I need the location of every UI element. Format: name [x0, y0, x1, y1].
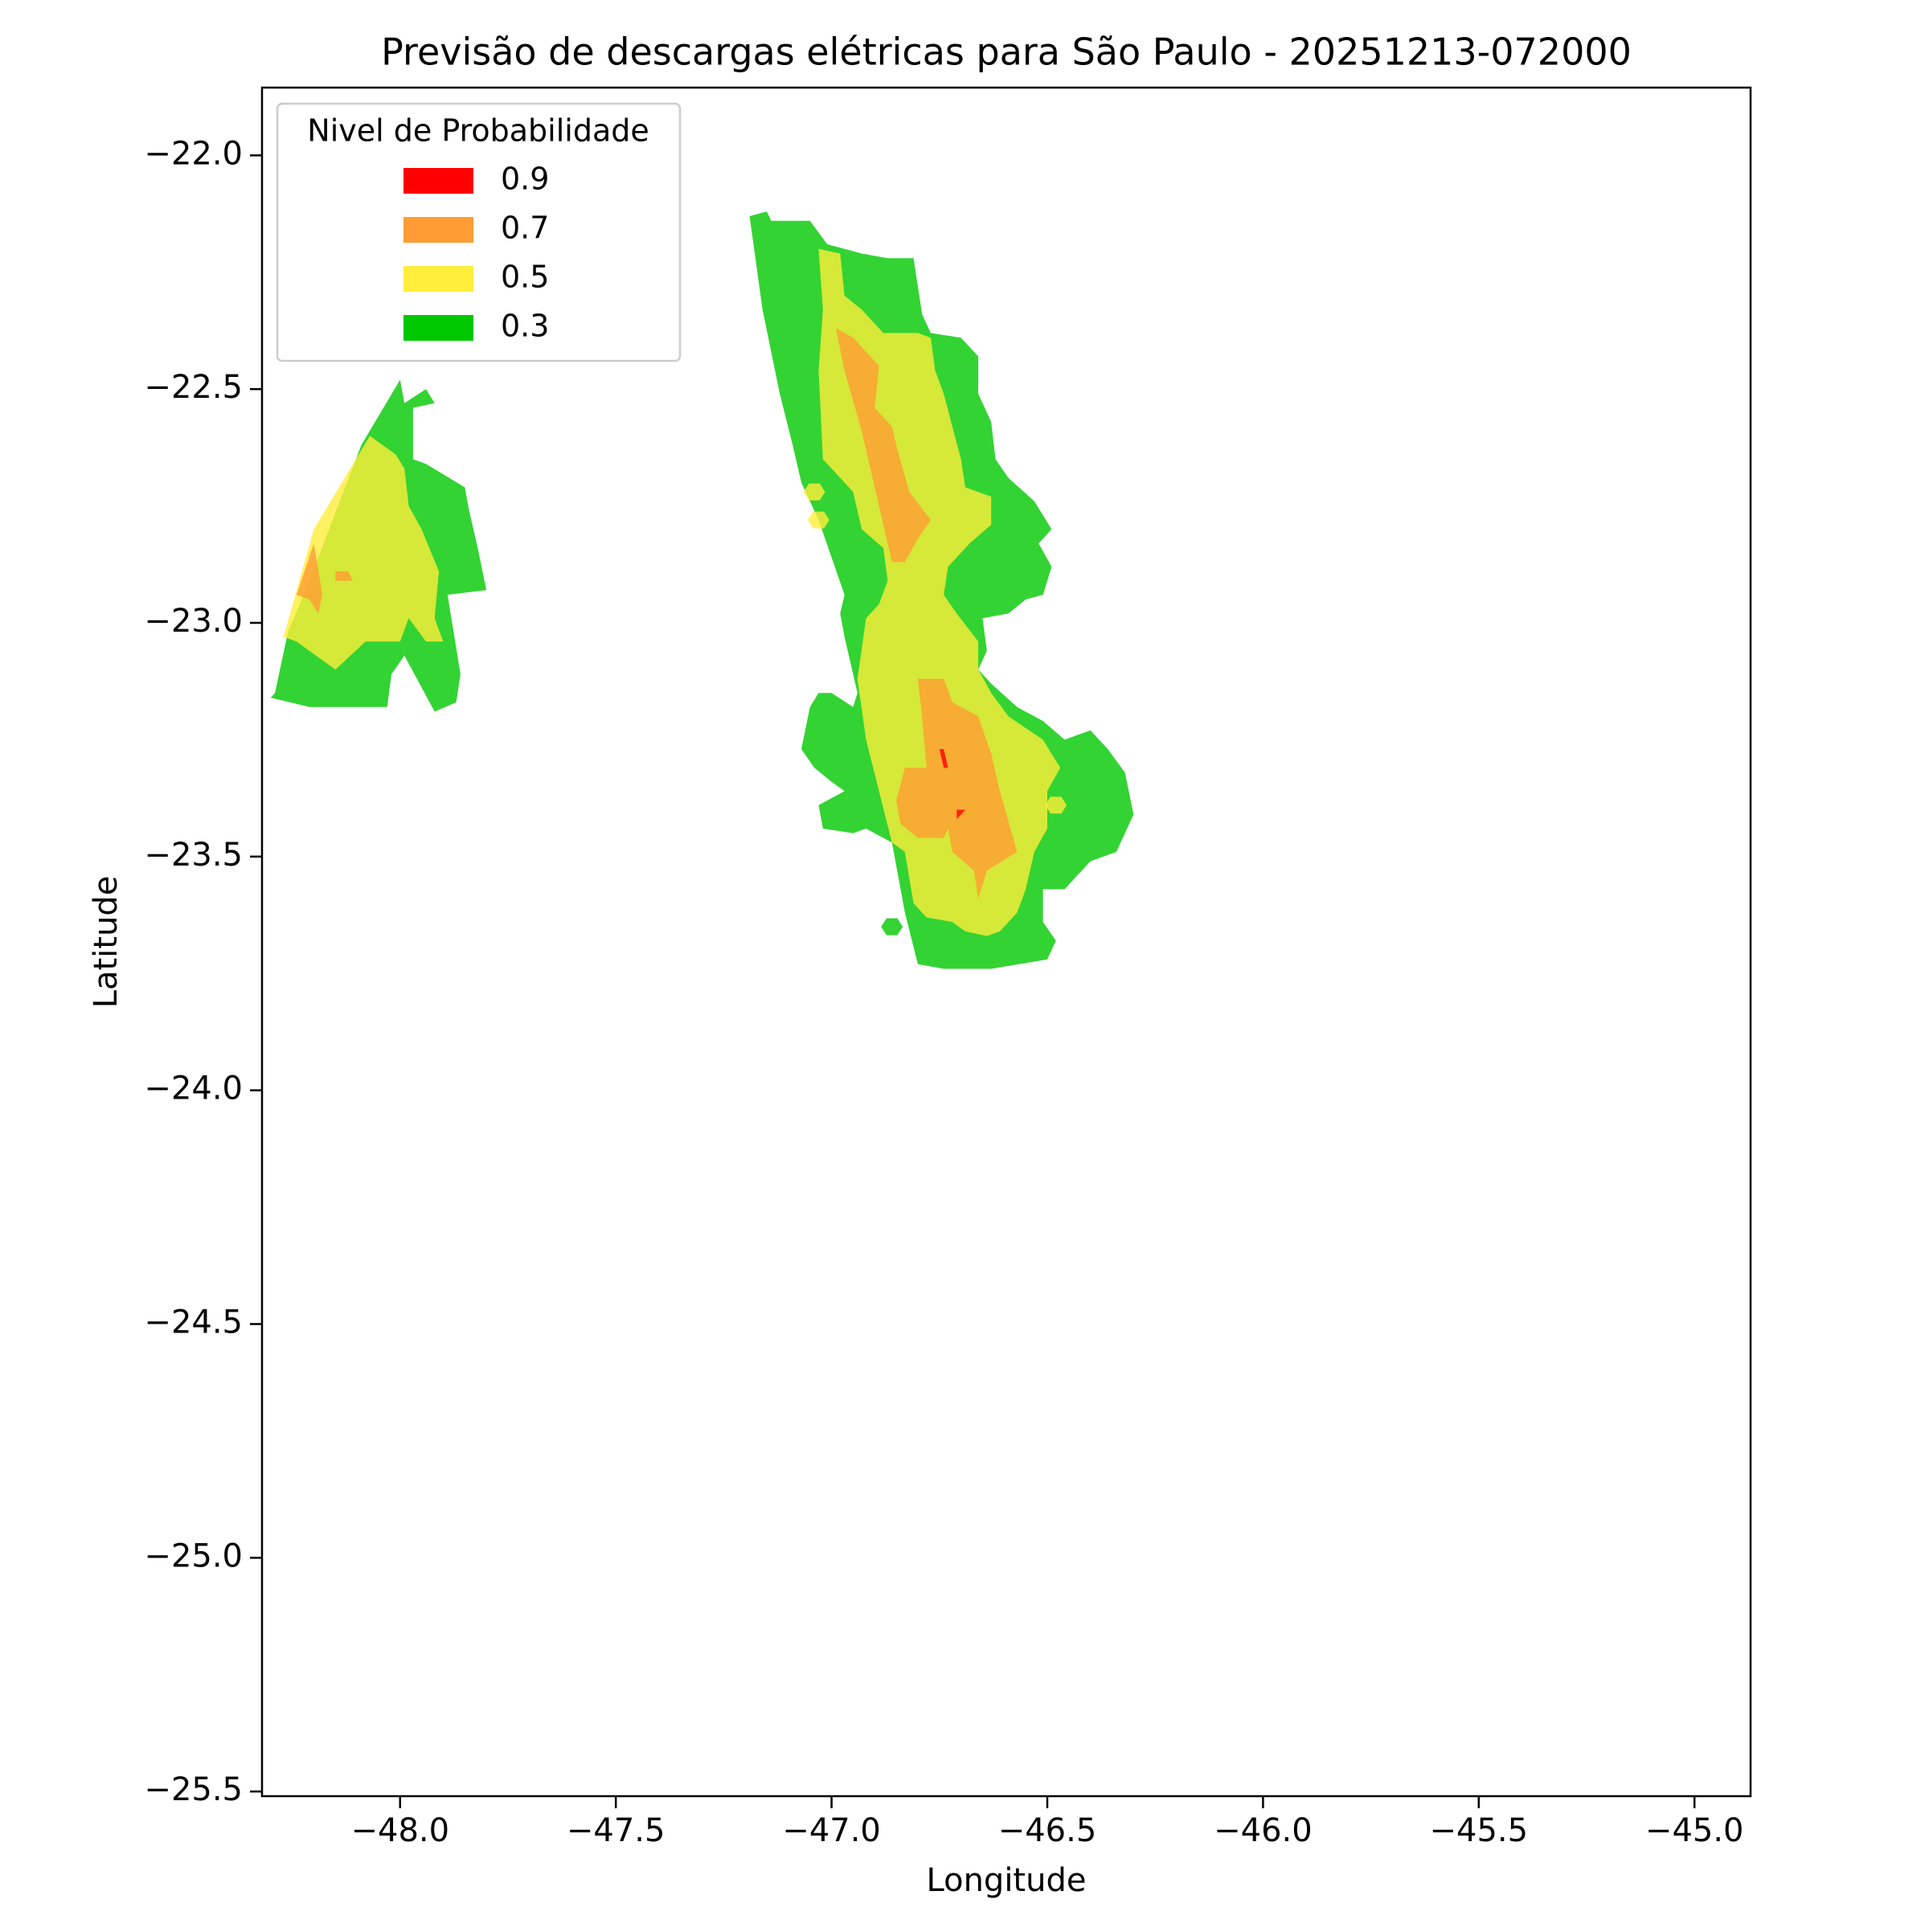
y-axis-label: Latitude — [88, 876, 125, 1009]
legend-box — [276, 102, 682, 362]
contour-region — [283, 436, 444, 670]
x-tick-label: −46.0 — [1214, 1812, 1313, 1849]
x-tick-label: −47.0 — [782, 1812, 881, 1849]
legend-swatch — [403, 315, 473, 341]
y-tick-label: −25.0 — [144, 1537, 243, 1574]
legend-swatch — [403, 168, 473, 194]
legend-label: 0.5 — [501, 260, 549, 295]
contour-region — [939, 749, 948, 768]
contour-layer — [270, 211, 1134, 969]
legend-title: Nivel de Probabilidade — [307, 113, 649, 149]
contour-region — [1045, 796, 1067, 814]
x-axis-label: Longitude — [927, 1862, 1087, 1899]
contour-region — [956, 809, 965, 820]
contour-region — [835, 328, 932, 563]
contour-region — [335, 571, 353, 581]
legend-label: 0.7 — [501, 211, 549, 246]
legend-label: 0.3 — [501, 309, 549, 344]
legend-swatch — [403, 217, 473, 243]
x-tick-label: −46.5 — [998, 1812, 1097, 1849]
legend: Nivel de Probabilidade 0.9 0.7 0.5 0.3 — [276, 102, 682, 362]
contour-region — [896, 678, 1018, 899]
contour-region — [808, 511, 829, 529]
x-tick-label: −48.0 — [350, 1812, 449, 1849]
y-tick-label: −23.5 — [144, 837, 243, 874]
x-tick-label: −45.5 — [1430, 1812, 1529, 1849]
y-tick-label: −22.0 — [144, 135, 243, 172]
y-tick-label: −24.0 — [144, 1070, 243, 1107]
contour-region — [881, 918, 903, 935]
legend-label: 0.9 — [501, 162, 549, 197]
y-tick-label: −24.5 — [144, 1304, 243, 1341]
x-tick-label: −45.0 — [1645, 1812, 1744, 1849]
contour-region — [803, 483, 825, 501]
chart-title: Previsão de descargas elétricas para São… — [381, 31, 1632, 74]
x-tick-label: −47.5 — [567, 1812, 666, 1849]
axes-frame — [260, 86, 1752, 1798]
y-tick-label: −25.5 — [144, 1771, 243, 1808]
y-tick-label: −22.5 — [144, 369, 243, 406]
contour-region — [296, 543, 323, 614]
y-tick-label: −23.0 — [144, 603, 243, 640]
legend-swatch — [403, 266, 473, 292]
